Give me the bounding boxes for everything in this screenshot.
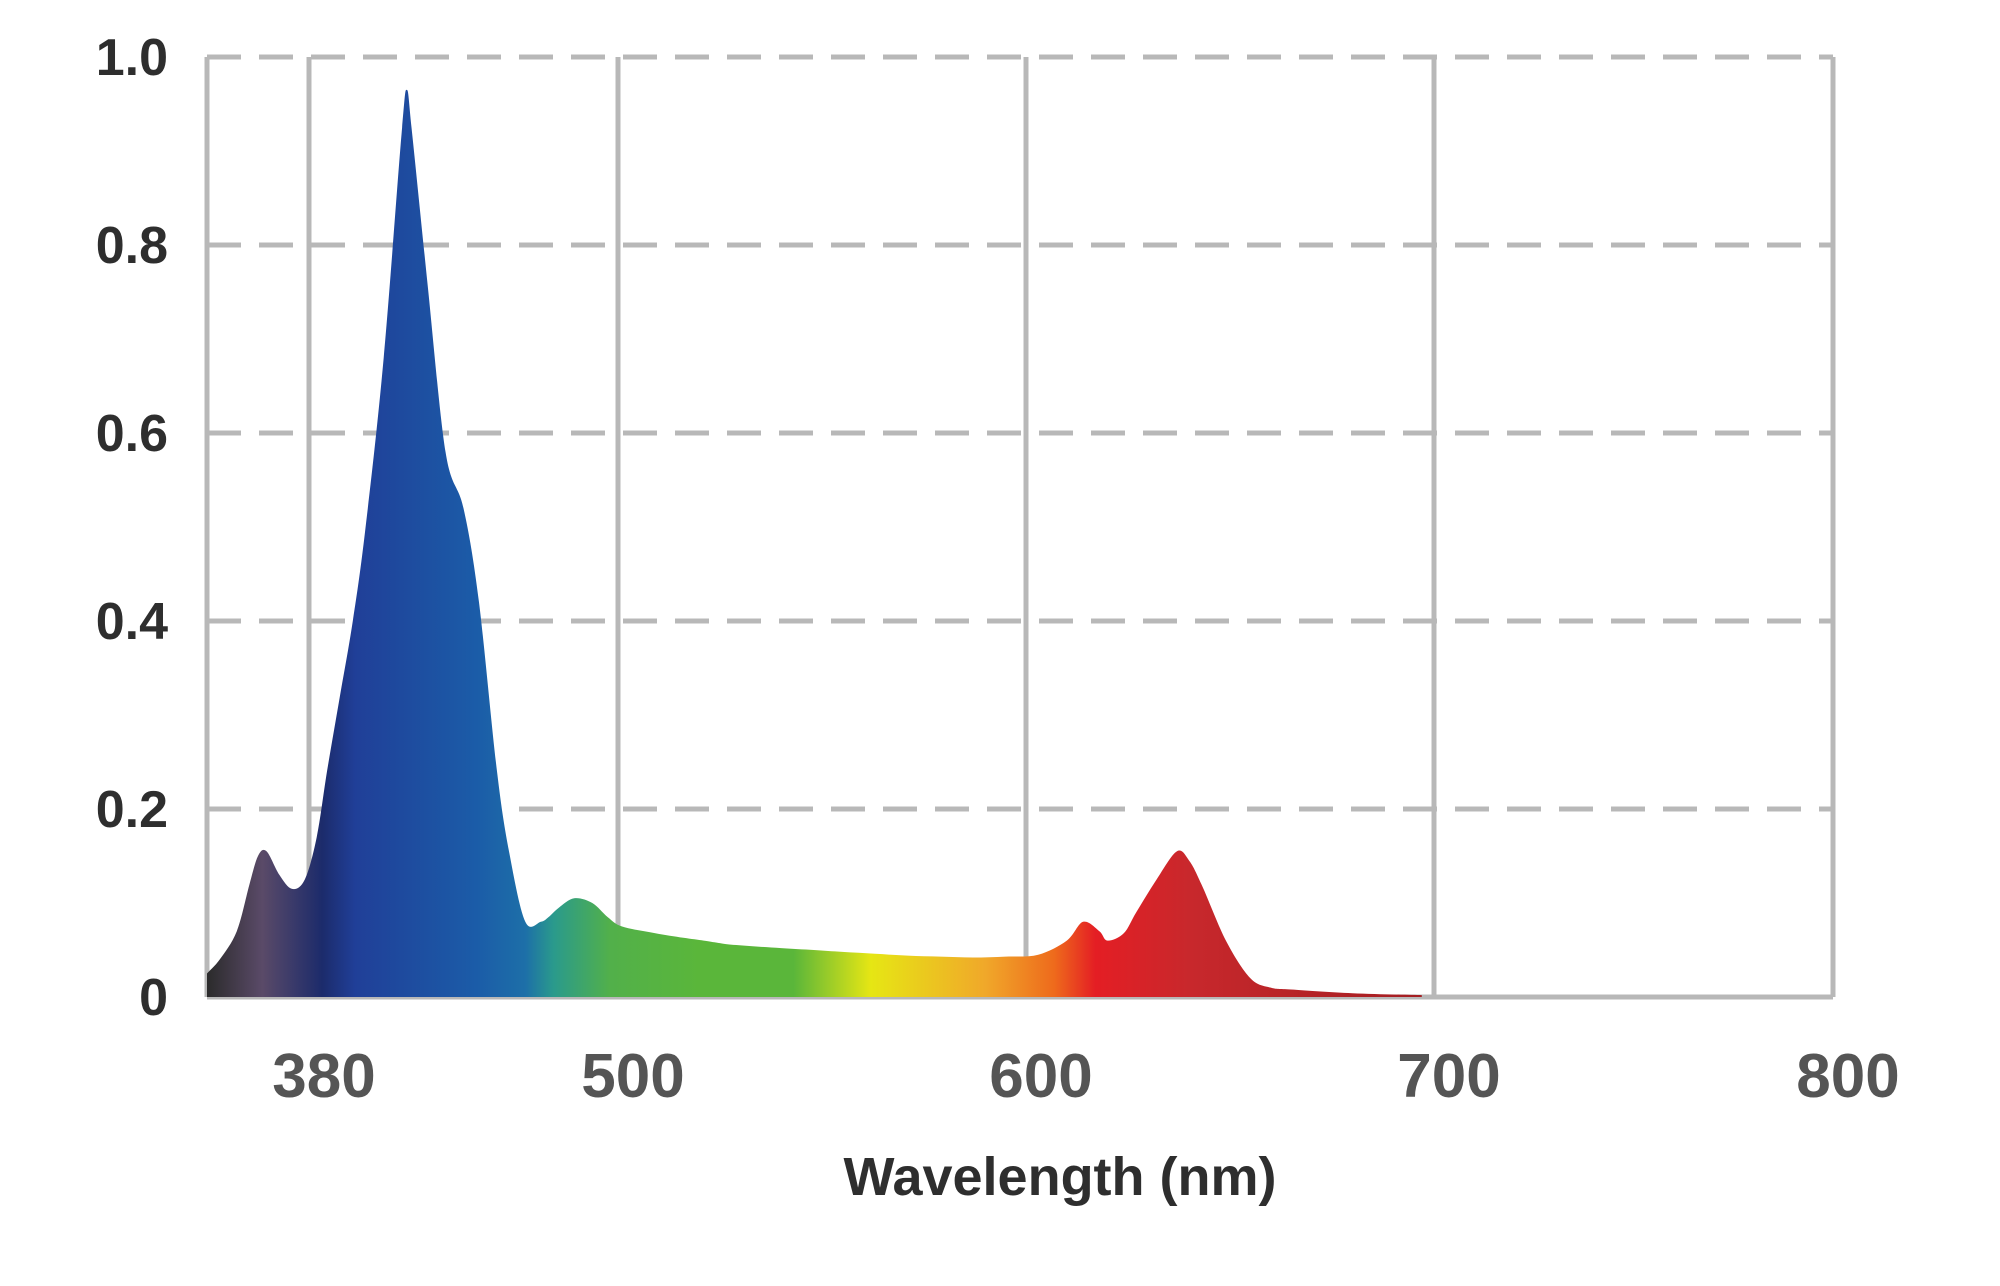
x-axis-title: Wavelength (nm): [843, 1147, 1276, 1207]
y-axis-ticks: 0 0.2 0.4 0.6 0.8 1.0: [96, 29, 168, 1027]
x-axis-ticks: 380 500 600 700 800: [272, 1042, 1899, 1111]
y-tick-label: 0.6: [96, 405, 168, 463]
spectrum-area: [207, 89, 1422, 997]
y-tick-label: 1.0: [96, 29, 168, 87]
x-tick-label: 600: [989, 1042, 1092, 1111]
y-tick-label: 0.4: [96, 593, 168, 651]
x-tick-label: 800: [1796, 1042, 1899, 1111]
y-tick-label: 0.2: [96, 781, 168, 839]
y-tick-label: 0.8: [96, 217, 168, 275]
y-tick-label: 0: [139, 969, 168, 1027]
x-tick-label: 500: [581, 1042, 684, 1111]
x-tick-label: 380: [272, 1042, 375, 1111]
plot-area: [207, 89, 1422, 997]
x-tick-label: 700: [1397, 1042, 1500, 1111]
